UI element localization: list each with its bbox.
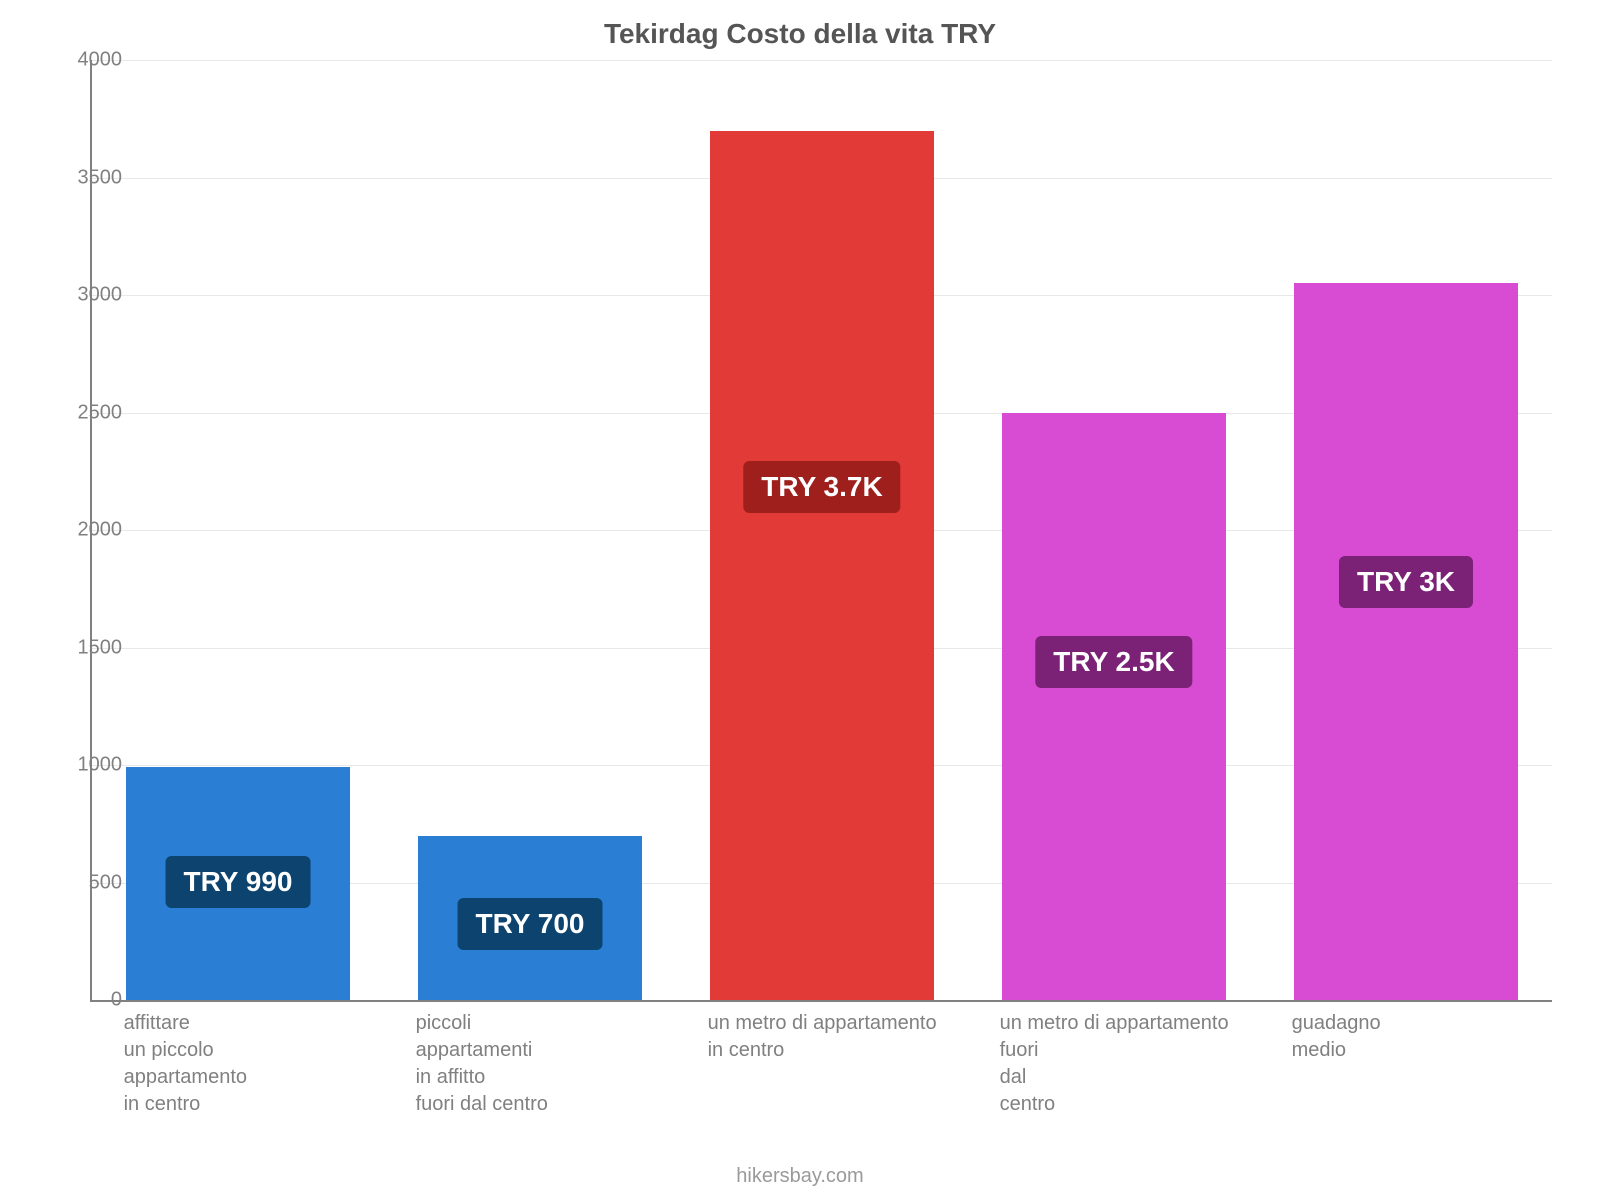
- x-tick-label: piccoli appartamenti in affitto fuori da…: [416, 1010, 548, 1118]
- bar-value-label: TRY 2.5K: [1035, 636, 1192, 688]
- x-tick-label: un metro di appartamento fuori dal centr…: [1000, 1010, 1229, 1118]
- attribution-text: hikersbay.com: [0, 1165, 1600, 1188]
- y-tick-label: 3000: [52, 284, 122, 307]
- x-tick-label: guadagno medio: [1292, 1010, 1381, 1064]
- x-tick-label: affittare un piccolo appartamento in cen…: [124, 1010, 247, 1118]
- gridline: [92, 60, 1552, 61]
- y-tick-label: 4000: [52, 49, 122, 72]
- plot-area: TRY 990 TRY 700 TRY 3.7K TRY 2.5K TRY 3K: [90, 60, 1552, 1002]
- chart-title: Tekirdag Costo della vita TRY: [0, 18, 1600, 50]
- y-tick-label: 1000: [52, 754, 122, 777]
- y-tick-label: 1500: [52, 636, 122, 659]
- bar: [1002, 413, 1227, 1001]
- y-tick-label: 2500: [52, 401, 122, 424]
- chart-container: Tekirdag Costo della vita TRY TRY 990TRY…: [0, 0, 1600, 1200]
- bar: [710, 131, 935, 1001]
- y-tick-label: 0: [52, 989, 122, 1012]
- x-tick-label: un metro di appartamento in centro: [708, 1010, 937, 1064]
- bar-value-label: TRY 3K: [1339, 556, 1473, 608]
- bar-value-label: TRY 700: [458, 898, 603, 950]
- bar: [1294, 283, 1519, 1000]
- y-tick-label: 2000: [52, 519, 122, 542]
- bar-value-label: TRY 3.7K: [743, 461, 900, 513]
- y-tick-label: 500: [52, 871, 122, 894]
- y-tick-label: 3500: [52, 166, 122, 189]
- bar-value-label: TRY 990: [166, 856, 311, 908]
